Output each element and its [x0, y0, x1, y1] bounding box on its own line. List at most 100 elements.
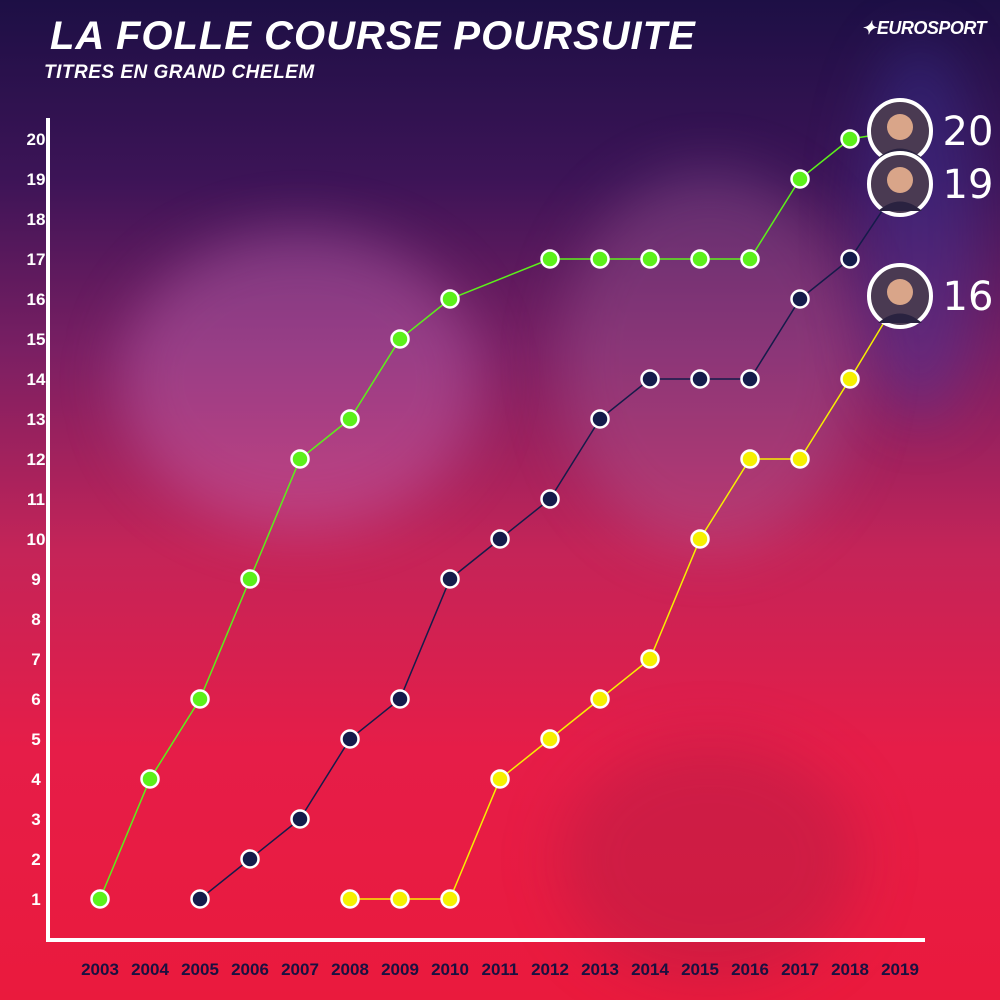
y-tick-label: 18 — [27, 210, 46, 229]
y-tick-label: 13 — [27, 410, 46, 429]
brand-logo: ✦EUROSPORT — [861, 18, 986, 39]
x-tick-label: 2017 — [781, 960, 819, 979]
data-point — [590, 689, 610, 709]
data-point — [740, 249, 760, 269]
data-point — [390, 329, 410, 349]
data-point — [390, 689, 410, 709]
player-shoulders-icon — [878, 313, 922, 323]
series-line — [99, 130, 901, 900]
x-tick-label: 2009 — [381, 960, 419, 979]
data-point — [790, 449, 810, 469]
y-tick-label: 3 — [31, 810, 40, 829]
data-point — [690, 529, 710, 549]
end-label: 19 — [943, 162, 994, 208]
data-point — [840, 369, 860, 389]
x-tick-label: 2012 — [531, 960, 569, 979]
y-tick-label: 12 — [27, 450, 46, 469]
y-tick-label: 9 — [31, 570, 40, 589]
x-tick-label: 2015 — [681, 960, 719, 979]
series-end-marker: 16 — [867, 263, 994, 329]
data-point — [840, 129, 860, 149]
y-tick-label: 5 — [31, 730, 40, 749]
data-point — [440, 569, 460, 589]
x-tick-label: 2007 — [281, 960, 319, 979]
data-point — [490, 769, 510, 789]
data-point — [240, 849, 260, 869]
data-point — [240, 569, 260, 589]
data-point — [540, 489, 560, 509]
x-tick-label: 2008 — [331, 960, 369, 979]
data-point — [490, 529, 510, 549]
player-shoulders-icon — [878, 201, 922, 211]
data-point — [640, 369, 660, 389]
data-point — [340, 729, 360, 749]
y-tick-label: 17 — [27, 250, 46, 269]
data-point — [340, 889, 360, 909]
data-point — [190, 889, 210, 909]
chart-axes — [46, 118, 925, 942]
data-point — [840, 249, 860, 269]
data-point — [640, 249, 660, 269]
data-point — [440, 889, 460, 909]
y-tick-label: 4 — [31, 770, 41, 789]
y-tick-label: 20 — [27, 130, 46, 149]
eurosport-mark-icon: ✦ — [861, 18, 876, 38]
x-tick-label: 2011 — [482, 960, 519, 979]
chart-title: LA FOLLE COURSE POURSUITE — [50, 14, 696, 58]
data-point — [790, 289, 810, 309]
y-tick-label: 1 — [31, 890, 40, 909]
player-face-icon — [887, 167, 913, 193]
data-point — [690, 369, 710, 389]
x-tick-label: 2014 — [631, 960, 669, 979]
data-point — [740, 369, 760, 389]
x-tick-label: 2010 — [431, 960, 469, 979]
y-tick-label: 6 — [31, 690, 40, 709]
x-tick-label: 2006 — [231, 960, 269, 979]
chart-subtitle: TITRES EN GRAND CHELEM — [44, 62, 315, 83]
data-point — [390, 889, 410, 909]
data-point — [590, 409, 610, 429]
x-tick-label: 2013 — [581, 960, 619, 979]
data-point — [590, 249, 610, 269]
end-label: 16 — [943, 274, 994, 320]
y-tick-label: 19 — [27, 170, 46, 189]
series-end-marker: 19 — [867, 151, 994, 217]
player-face-icon — [887, 279, 913, 305]
data-point — [640, 649, 660, 669]
data-point — [540, 249, 560, 269]
data-point — [290, 809, 310, 829]
series-end-markers: 20 19 16 — [867, 98, 994, 329]
data-point — [790, 169, 810, 189]
series-line — [350, 295, 901, 900]
y-tick-label: 16 — [27, 290, 46, 309]
data-point — [540, 729, 560, 749]
y-tick-label: 15 — [27, 330, 46, 349]
series-end-marker: 20 — [867, 98, 994, 164]
x-tick-label: 2003 — [81, 960, 119, 979]
y-tick-label: 11 — [27, 490, 45, 509]
player-face-icon — [887, 114, 913, 140]
y-tick-label: 2 — [31, 850, 40, 869]
y-tick-label: 8 — [31, 610, 40, 629]
y-tick-label: 14 — [27, 370, 46, 389]
x-tick-label: 2005 — [181, 960, 219, 979]
x-tick-label: 2004 — [131, 960, 169, 979]
series-points — [90, 129, 860, 909]
data-point — [90, 889, 110, 909]
data-point — [690, 249, 710, 269]
background-glow-left — [120, 230, 480, 530]
x-tick-label: 2018 — [831, 960, 869, 979]
y-tick-label: 10 — [27, 530, 46, 549]
background-glow-center — [560, 170, 860, 550]
x-tick-label: 2019 — [881, 960, 919, 979]
data-point — [740, 449, 760, 469]
x-tick-label: 2016 — [731, 960, 769, 979]
x-axis-ticks: 2003 2004 2005 2006 2007 2008 2009 2010 2011 2012… — [81, 960, 919, 979]
data-point — [140, 769, 160, 789]
background-glow-right — [860, 40, 980, 420]
end-label: 20 — [943, 109, 994, 155]
data-point — [290, 449, 310, 469]
y-tick-label: 7 — [31, 650, 40, 669]
